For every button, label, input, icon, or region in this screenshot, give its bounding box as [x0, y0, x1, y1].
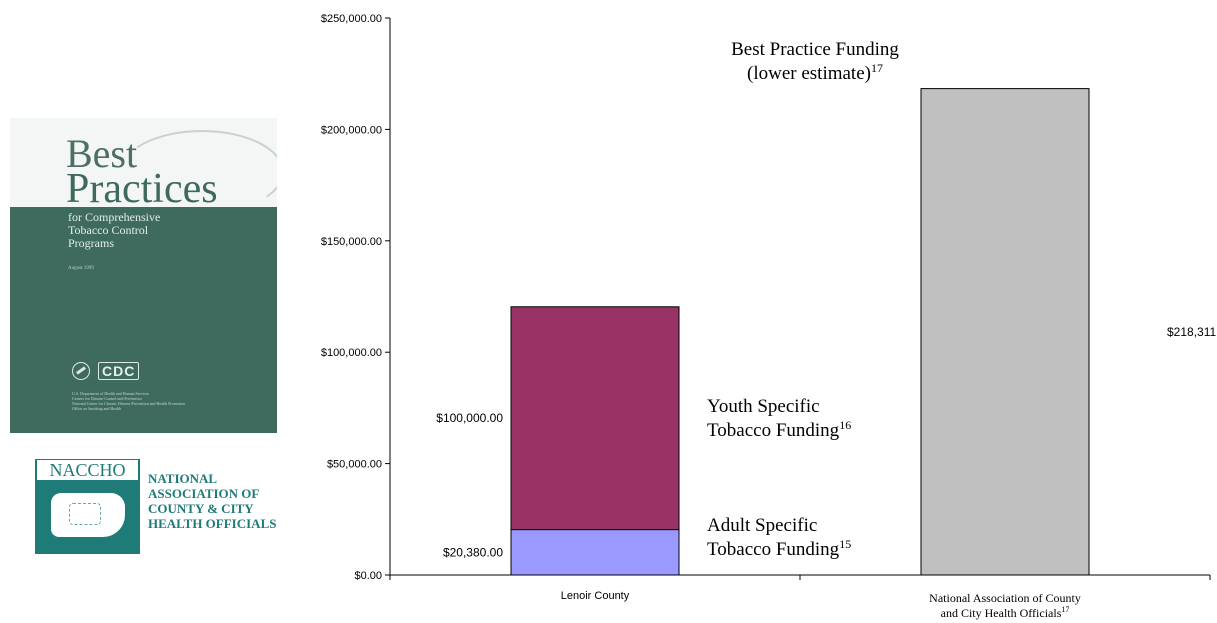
bar-2-1	[920, 88, 1090, 576]
cover-title-line1: Best	[66, 131, 138, 176]
cover-subtitle: for Comprehensive Tobacco Control Progra…	[68, 210, 161, 250]
cover-swoosh-graphic	[120, 130, 277, 207]
y-tick-label: $250,000.00	[321, 13, 382, 25]
adult-funding-label-line: Adult Specific	[707, 515, 817, 536]
naccho-logo-word: NACCHO	[37, 460, 138, 480]
hhs-eagle-icon	[72, 362, 90, 380]
best-practice-funding-label-line: (lower estimate)	[747, 63, 871, 84]
best-practice-funding-label-superscript: 17	[871, 61, 883, 75]
y-tick-label: $100,000.00	[321, 347, 382, 359]
youth-funding-label-superscript: 16	[839, 418, 851, 432]
data-label: $20,380.00	[443, 545, 503, 559]
bar-0-0	[510, 529, 680, 576]
youth-funding-label-line: Tobacco Funding	[707, 420, 840, 441]
y-tick-label: $50,000.00	[327, 459, 382, 471]
adult-funding-label: Adult Specific Tobacco Funding15	[707, 515, 851, 560]
us-map-icon	[51, 493, 125, 537]
naccho-logo-text: NATIONAL ASSOCIATION OF COUNTY & CITY HE…	[148, 471, 277, 531]
cdc-logo-text: CDC	[98, 362, 140, 380]
cover-title-line2: Practices	[66, 166, 218, 207]
y-tick-label: $0.00	[354, 570, 382, 582]
x-category-label: National Association of County and City H…	[929, 591, 1081, 620]
x-category-label: Lenoir County	[561, 590, 630, 602]
y-tick-label: $150,000.00	[321, 236, 382, 248]
cover-top-panel: Best Practices	[10, 118, 277, 207]
data-label: $218,311.68	[1167, 325, 1217, 339]
bar-1-0	[510, 306, 680, 531]
cover-publisher-text: U.S. Department of Health and Human Serv…	[72, 391, 186, 411]
youth-funding-label-line: Youth Specific	[707, 396, 820, 417]
cdc-logo: CDC	[72, 361, 140, 381]
adult-funding-label-line: Tobacco Funding	[707, 539, 840, 560]
best-practice-funding-label-line: Best Practice Funding	[731, 39, 899, 60]
best-practices-book-cover: Best Practices for Comprehensive Tobacco…	[10, 118, 277, 433]
youth-funding-label: Youth Specific Tobacco Funding16	[707, 396, 851, 441]
best-practice-funding-label: Best Practice Funding (lower estimate)17	[731, 39, 899, 84]
cover-green-panel	[10, 207, 277, 433]
data-label: $100,000.00	[436, 411, 503, 425]
naccho-logo-box: NACCHO	[35, 459, 140, 554]
x-category-label-line: and City Health Officials	[941, 606, 1062, 620]
y-tick-label: $200,000.00	[321, 124, 382, 136]
cover-date: August 1999	[68, 266, 94, 271]
x-category-label-line: National Association of County	[929, 591, 1081, 605]
naccho-logo: NACCHO NATIONAL ASSOCIATION OF COUNTY & …	[35, 459, 295, 554]
adult-funding-label-superscript: 15	[839, 537, 851, 551]
x-category-superscript: 17	[1061, 605, 1069, 614]
